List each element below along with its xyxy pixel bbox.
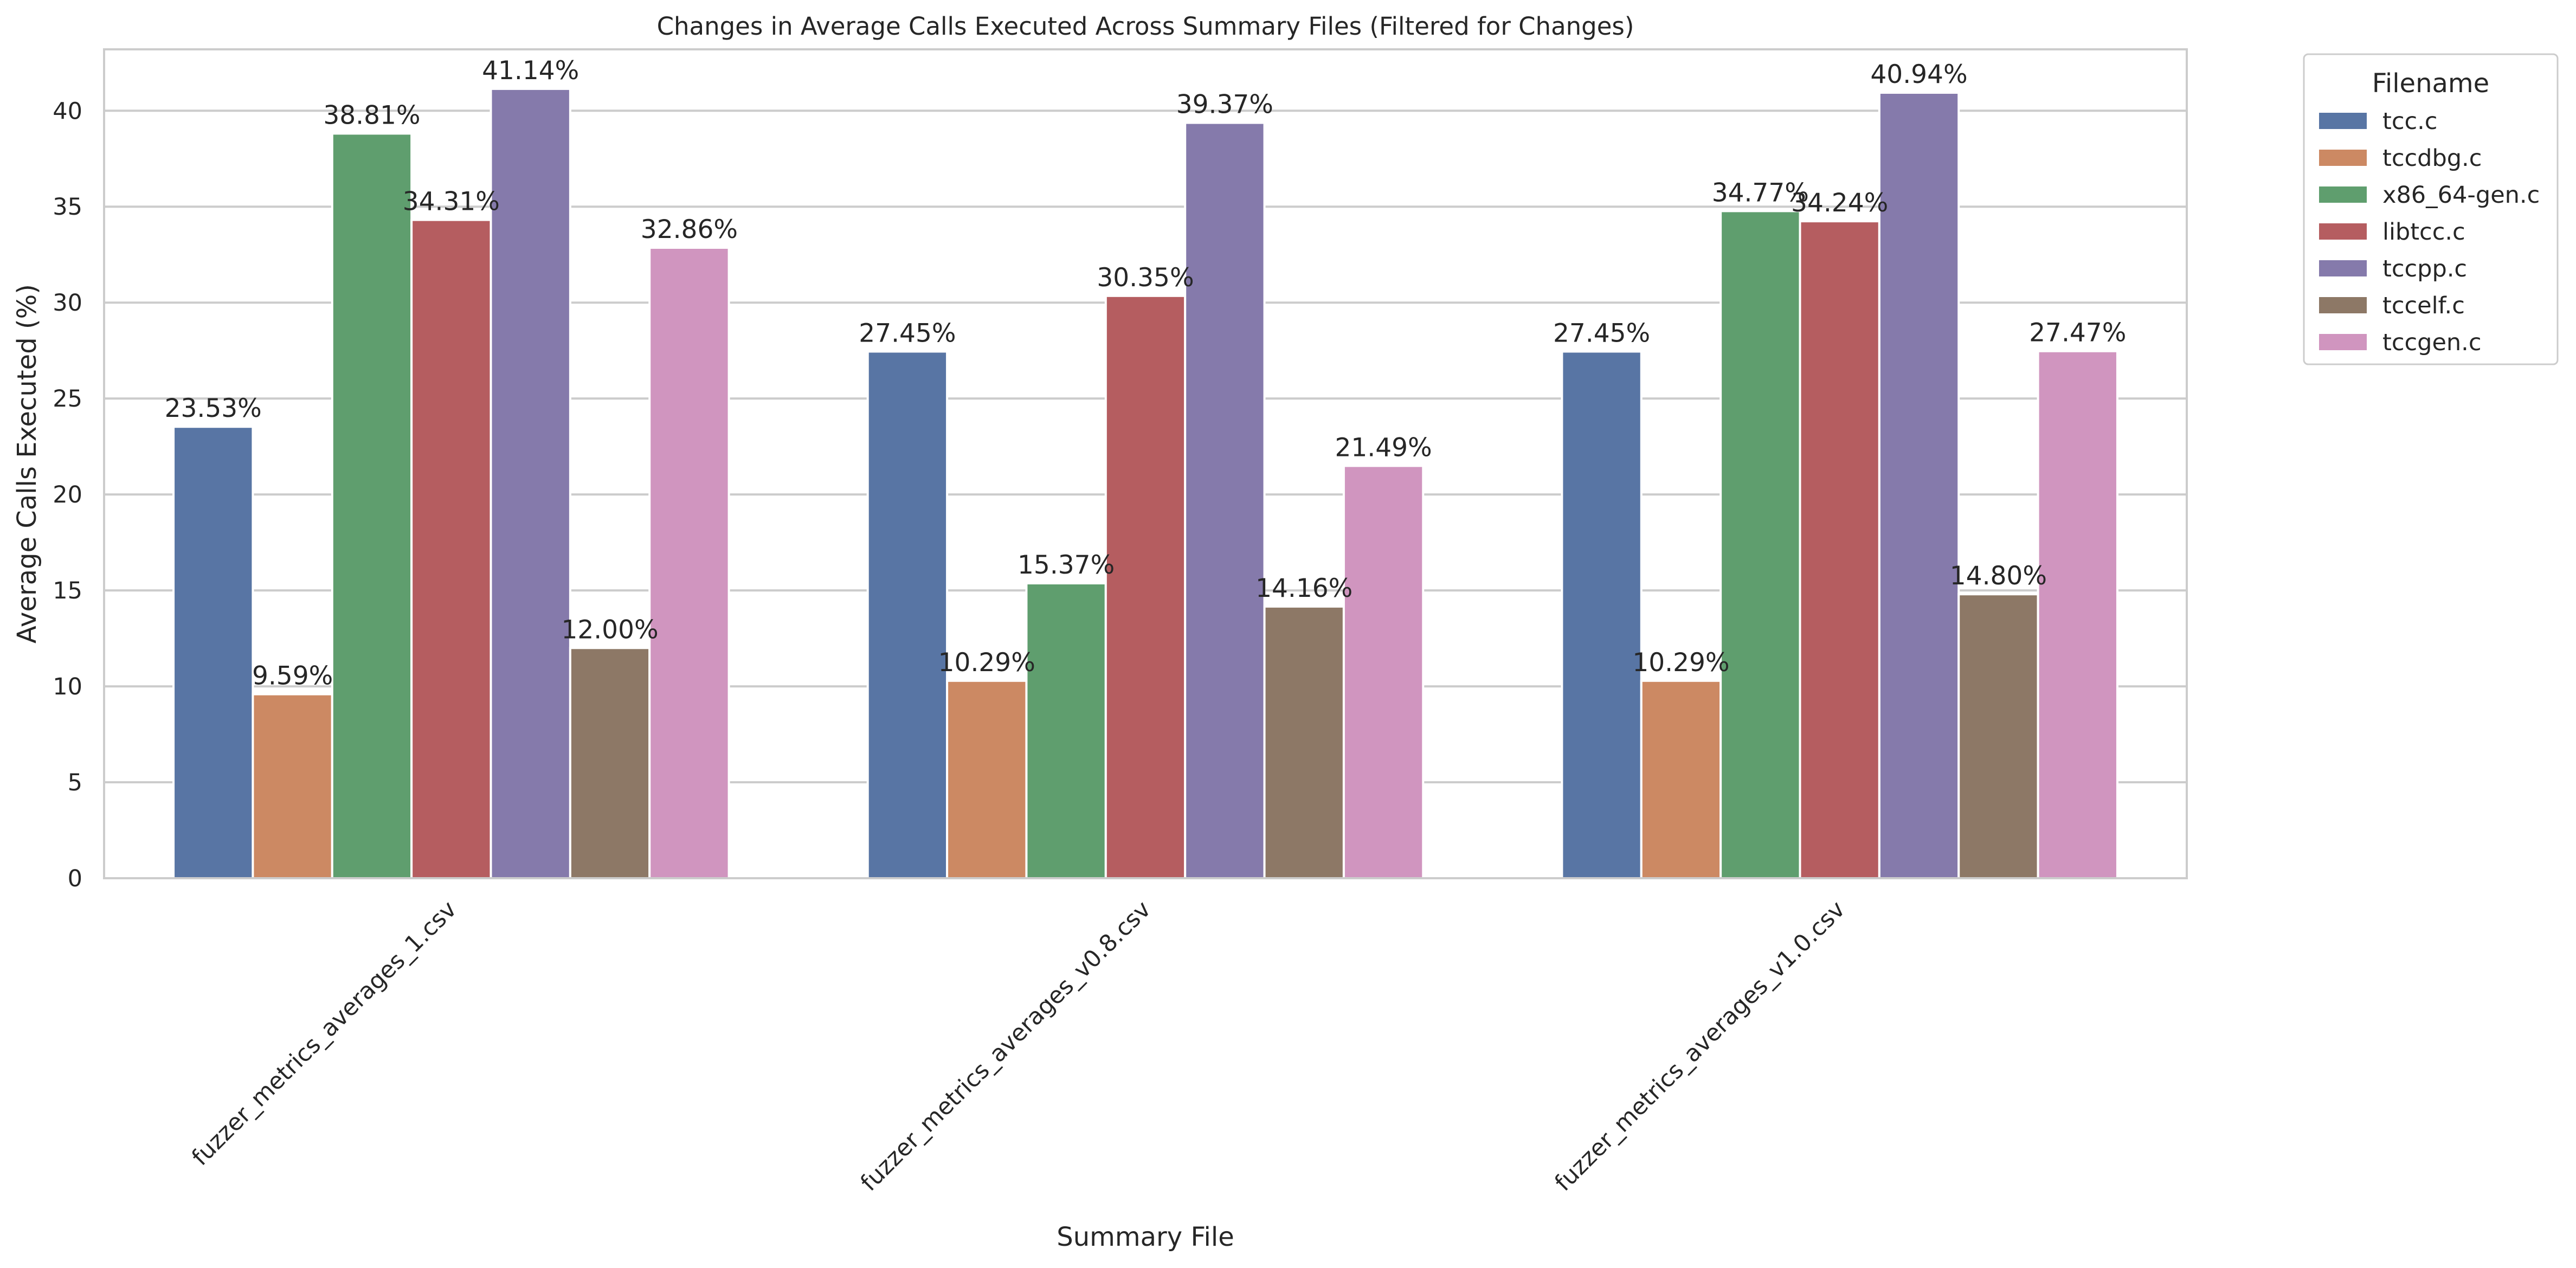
bar-tccpp-c bbox=[1184, 121, 1266, 880]
bar-tccgen-c bbox=[648, 246, 730, 879]
bar-value-label: 10.29% bbox=[1632, 648, 1729, 678]
y-axis-label: Average Calls Executed (%) bbox=[12, 284, 42, 643]
bar-value-label: 10.29% bbox=[938, 648, 1035, 678]
bar-libtcc-c bbox=[1799, 220, 1881, 879]
bar-tccpp-c bbox=[490, 87, 571, 879]
bar-tccelf-c bbox=[1263, 605, 1345, 879]
legend-swatch bbox=[2319, 186, 2367, 203]
bar-value-label: 23.53% bbox=[165, 394, 262, 423]
legend-box bbox=[2303, 53, 2559, 365]
bar-tcc-c bbox=[1561, 350, 1643, 879]
legend-label: tcc.c bbox=[2382, 108, 2437, 135]
bar-x86-64-gen-c bbox=[1720, 210, 1801, 880]
bar-value-label: 38.81% bbox=[323, 100, 420, 130]
data-labels: 23.53% 9.59% 38.81% 34.31% 41.14% 12.00% 32.86… bbox=[165, 56, 2127, 691]
bar-value-label: 14.80% bbox=[1950, 561, 2047, 591]
legend-label: tccdbg.c bbox=[2382, 145, 2482, 172]
bar-tccgen-c bbox=[2037, 350, 2118, 879]
legend-items: tcc.c tccdbg.c x86_64-gen.c libtcc.c tccpp.c… bbox=[2319, 108, 2540, 356]
chart-title: Changes in Average Calls Executed Across… bbox=[657, 12, 1634, 41]
bar-value-label: 15.37% bbox=[1017, 550, 1115, 580]
bar-value-label: 14.16% bbox=[1255, 574, 1353, 603]
legend-title: Filename bbox=[2372, 68, 2489, 99]
bar-value-label: 30.35% bbox=[1097, 263, 1194, 293]
bar-value-label: 12.00% bbox=[561, 615, 658, 645]
legend-swatch bbox=[2319, 260, 2367, 276]
bar-tccelf-c bbox=[569, 647, 651, 880]
legend-label: libtcc.c bbox=[2382, 218, 2465, 246]
x-axis-label: Summary File bbox=[1057, 1222, 1234, 1252]
bar-tcc-c bbox=[172, 426, 254, 879]
y-tick-label: 0 bbox=[68, 865, 82, 892]
bar-tccpp-c bbox=[1878, 91, 1960, 879]
y-tick-label: 40 bbox=[53, 98, 82, 125]
x-tick-label: fuzzer_metrics_averages_v1.0.csv bbox=[1550, 896, 1851, 1196]
legend-swatch bbox=[2319, 223, 2367, 240]
y-tick-label: 25 bbox=[53, 385, 82, 413]
bar-x86-64-gen-c bbox=[1025, 582, 1107, 879]
legend-label: tccelf.c bbox=[2382, 292, 2465, 319]
y-tick-label: 35 bbox=[53, 194, 82, 221]
bar-value-label: 39.37% bbox=[1176, 90, 1273, 120]
bar-value-label: 27.47% bbox=[2029, 318, 2126, 348]
x-axis-ticks: fuzzer_metrics_averages_1.csv fuzzer_metr… bbox=[186, 896, 1850, 1196]
bar-tccdbg-c bbox=[252, 693, 333, 879]
bar-value-label: 27.45% bbox=[859, 318, 956, 348]
bar-value-label: 21.49% bbox=[1335, 433, 1432, 462]
legend-label: x86_64-gen.c bbox=[2382, 182, 2540, 209]
bar-tccgen-c bbox=[1342, 465, 1425, 879]
y-tick-label: 30 bbox=[53, 289, 82, 317]
bar-value-label: 27.45% bbox=[1553, 318, 1650, 348]
legend: Filename tcc.c tccdbg.c x86_64-gen.clibtcc… bbox=[2303, 53, 2559, 365]
bar-value-label: 41.14% bbox=[482, 56, 579, 86]
bar-tccelf-c bbox=[1957, 593, 2039, 879]
y-tick-label: 5 bbox=[68, 769, 82, 796]
y-tick-label: 20 bbox=[53, 481, 82, 509]
bar-tcc-c bbox=[866, 350, 949, 879]
y-tick-label: 15 bbox=[53, 577, 82, 604]
bar-libtcc-c bbox=[410, 218, 492, 879]
bar-value-label: 34.31% bbox=[403, 187, 500, 217]
bar-value-label: 9.59% bbox=[252, 661, 333, 691]
bar-value-label: 40.94% bbox=[1870, 60, 1967, 89]
legend-label: tccpp.c bbox=[2382, 255, 2467, 282]
bar-tccdbg-c bbox=[946, 679, 1028, 879]
bar-value-label: 34.77% bbox=[1712, 178, 1809, 208]
legend-swatch bbox=[2319, 113, 2367, 129]
bar-libtcc-c bbox=[1104, 294, 1187, 879]
bar-value-label: 34.24% bbox=[1791, 188, 1888, 218]
y-axis-ticks: 0 5 10 15 20 25 30 35 40 bbox=[53, 98, 82, 892]
legend-swatch bbox=[2319, 334, 2367, 350]
bar-x86-64-gen-c bbox=[331, 132, 413, 879]
plot-area-frame bbox=[103, 48, 2188, 879]
y-tick-label: 10 bbox=[53, 673, 82, 700]
x-tick-label: fuzzer_metrics_averages_1.csv bbox=[186, 896, 462, 1171]
bar-tccdbg-c bbox=[1640, 679, 1722, 879]
legend-swatch bbox=[2319, 150, 2367, 166]
legend-swatch bbox=[2319, 297, 2367, 313]
bar-value-label: 32.86% bbox=[641, 215, 738, 244]
x-tick-label: fuzzer_metrics_averages_v0.8.csv bbox=[855, 896, 1156, 1196]
legend-label: tccgen.c bbox=[2382, 329, 2481, 356]
bars bbox=[172, 87, 2118, 880]
